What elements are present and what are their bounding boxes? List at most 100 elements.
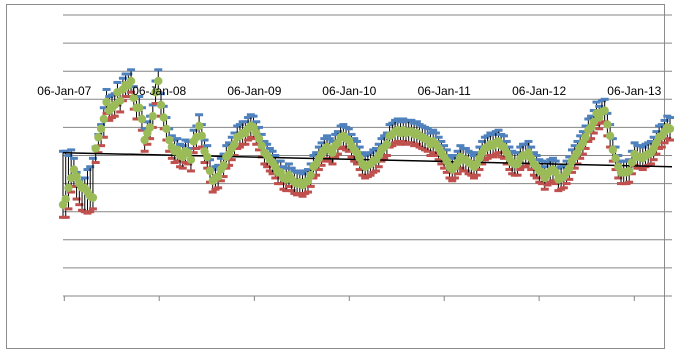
close-marker: [194, 121, 204, 131]
close-marker: [61, 194, 70, 204]
close-marker: [102, 97, 111, 107]
high-marker: [470, 154, 479, 157]
low-marker: [638, 168, 647, 172]
low-marker: [483, 156, 492, 160]
low-marker: [328, 162, 337, 166]
high-marker: [540, 165, 549, 169]
high-marker: [140, 127, 149, 131]
low-marker: [475, 168, 484, 172]
low-marker: [227, 158, 236, 162]
x-tick-label: 06-Jan-11: [418, 84, 471, 98]
low-marker: [625, 180, 634, 184]
low-marker: [263, 165, 272, 169]
high-marker: [570, 144, 579, 148]
x-tick-label: 06-Jan-07: [37, 84, 91, 98]
high-marker: [399, 117, 408, 121]
low-marker: [467, 173, 476, 177]
high-marker: [442, 148, 451, 152]
high-marker: [314, 145, 323, 149]
low-marker: [587, 137, 596, 141]
low-marker: [67, 190, 76, 194]
high-marker: [600, 97, 609, 101]
low-marker: [252, 142, 261, 146]
low-marker: [350, 159, 359, 163]
low-marker: [657, 145, 666, 149]
close-marker: [159, 113, 168, 122]
low-marker: [502, 162, 511, 166]
low-marker: [347, 155, 356, 159]
high-marker: [472, 151, 481, 155]
close-marker: [69, 165, 79, 174]
high-marker: [252, 120, 261, 124]
low-marker: [589, 131, 598, 135]
high-marker: [505, 145, 514, 149]
x-tick-label: 06-Jan-12: [512, 84, 566, 98]
high-marker: [113, 80, 122, 84]
high-marker: [167, 134, 176, 138]
low-marker: [214, 186, 223, 190]
low-marker: [431, 154, 440, 157]
low-marker: [325, 159, 334, 163]
low-marker: [208, 190, 217, 194]
low-marker: [388, 144, 397, 148]
close-marker: [624, 166, 634, 176]
low-marker: [200, 161, 209, 165]
high-marker: [543, 161, 552, 165]
low-marker: [306, 184, 315, 188]
high-marker: [69, 156, 78, 160]
high-marker: [524, 139, 533, 143]
high-marker: [254, 125, 263, 129]
low-marker: [284, 184, 293, 188]
low-marker: [461, 169, 470, 173]
low-marker: [358, 173, 367, 177]
close-marker: [151, 88, 160, 97]
high-marker: [127, 68, 136, 72]
low-marker: [94, 151, 103, 155]
low-marker: [380, 156, 389, 160]
low-marker: [230, 154, 239, 157]
high-marker: [494, 128, 503, 132]
y-gridlines: [63, 14, 672, 269]
low-marker: [167, 156, 176, 160]
low-marker: [254, 148, 263, 152]
close-marker: [565, 163, 574, 173]
high-marker: [347, 132, 356, 136]
low-marker: [124, 94, 133, 98]
high-marker: [287, 166, 296, 170]
low-marker: [478, 162, 487, 166]
low-marker: [559, 186, 568, 190]
high-marker: [521, 142, 530, 146]
high-marker: [195, 113, 204, 117]
low-marker: [442, 170, 451, 174]
high-marker: [80, 176, 89, 180]
low-marker: [265, 169, 274, 173]
high-marker: [135, 94, 144, 98]
high-marker: [429, 128, 438, 132]
high-marker: [214, 163, 223, 167]
close-marker: [140, 135, 149, 145]
close-marker: [600, 106, 609, 115]
low-marker: [437, 162, 446, 166]
high-marker: [467, 151, 476, 155]
low-marker: [192, 146, 201, 150]
high-marker: [377, 137, 386, 141]
low-marker: [374, 165, 383, 169]
low-marker: [453, 172, 462, 176]
low-marker: [529, 173, 538, 177]
low-marker: [146, 137, 155, 141]
low-marker: [75, 203, 84, 207]
close-marker: [145, 123, 155, 132]
close-marker: [230, 140, 239, 149]
high-marker: [396, 120, 405, 124]
x-tick-label: 06-Jan-08: [132, 84, 186, 98]
high-marker: [461, 146, 470, 150]
low-marker: [382, 154, 391, 157]
high-marker: [660, 118, 669, 122]
close-marker: [627, 158, 637, 167]
high-marker: [352, 139, 361, 143]
low-marker: [260, 162, 269, 166]
high-marker: [263, 142, 272, 146]
high-marker: [67, 148, 76, 152]
high-marker: [230, 131, 239, 135]
